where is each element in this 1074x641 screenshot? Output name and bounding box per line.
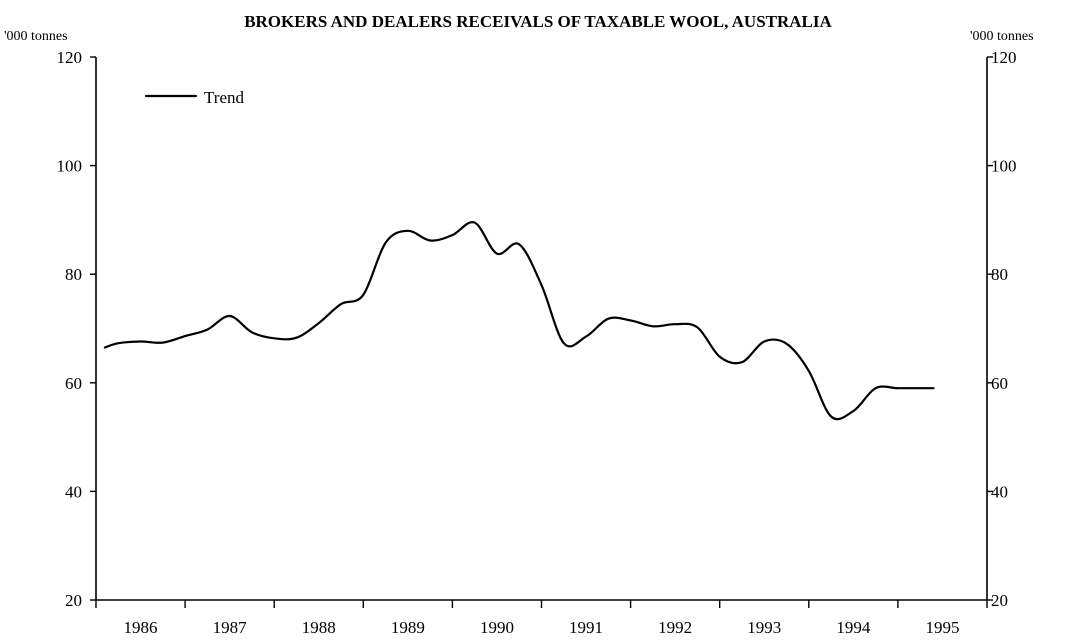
legend: Trend bbox=[144, 88, 244, 107]
y-tick-label-right: 20 bbox=[991, 591, 1008, 610]
x-tick-label: 1988 bbox=[302, 618, 336, 637]
y-tick-label-left: 40 bbox=[65, 482, 82, 501]
y-ticks-right: 20 40 60 80 100 120 bbox=[987, 48, 1017, 610]
y-tick-label-right: 100 bbox=[991, 157, 1017, 176]
x-tick-label: 1987 bbox=[213, 618, 248, 637]
x-tick-label: 1992 bbox=[658, 618, 692, 637]
x-tick-label: 1989 bbox=[391, 618, 425, 637]
y-tick-label-right: 120 bbox=[991, 48, 1017, 67]
chart-title: BROKERS AND DEALERS RECEIVALS OF TAXABLE… bbox=[244, 12, 832, 31]
series-line-trend bbox=[103, 221, 935, 421]
y-ticks-left: 20 40 60 80 100 120 bbox=[57, 48, 96, 610]
x-tick-label: 1993 bbox=[747, 618, 781, 637]
y-tick-label-right: 60 bbox=[991, 374, 1008, 393]
x-tick-label: 1986 bbox=[124, 618, 158, 637]
y-tick-label-left: 120 bbox=[57, 48, 83, 67]
y-tick-label-left: 20 bbox=[65, 591, 82, 610]
y-axis-label-left: '000 tonnes bbox=[4, 29, 68, 44]
legend-label-trend: Trend bbox=[204, 88, 244, 107]
y-axis-label-right: '000 tonnes bbox=[970, 29, 1034, 44]
y-tick-label-left: 100 bbox=[57, 157, 83, 176]
x-tick-label: 1991 bbox=[569, 618, 603, 637]
y-tick-label-right: 80 bbox=[991, 265, 1008, 284]
y-tick-label-left: 80 bbox=[65, 265, 82, 284]
x-tick-label: 1994 bbox=[836, 618, 871, 637]
y-tick-label-right: 40 bbox=[991, 482, 1008, 501]
y-tick-label-left: 60 bbox=[65, 374, 82, 393]
x-tick-label: 1990 bbox=[480, 618, 514, 637]
x-ticks: 1986 1987 1988 1989 1990 1991 1992 1993 1994 1995 bbox=[95, 600, 988, 637]
x-tick-label: 1995 bbox=[925, 618, 959, 637]
